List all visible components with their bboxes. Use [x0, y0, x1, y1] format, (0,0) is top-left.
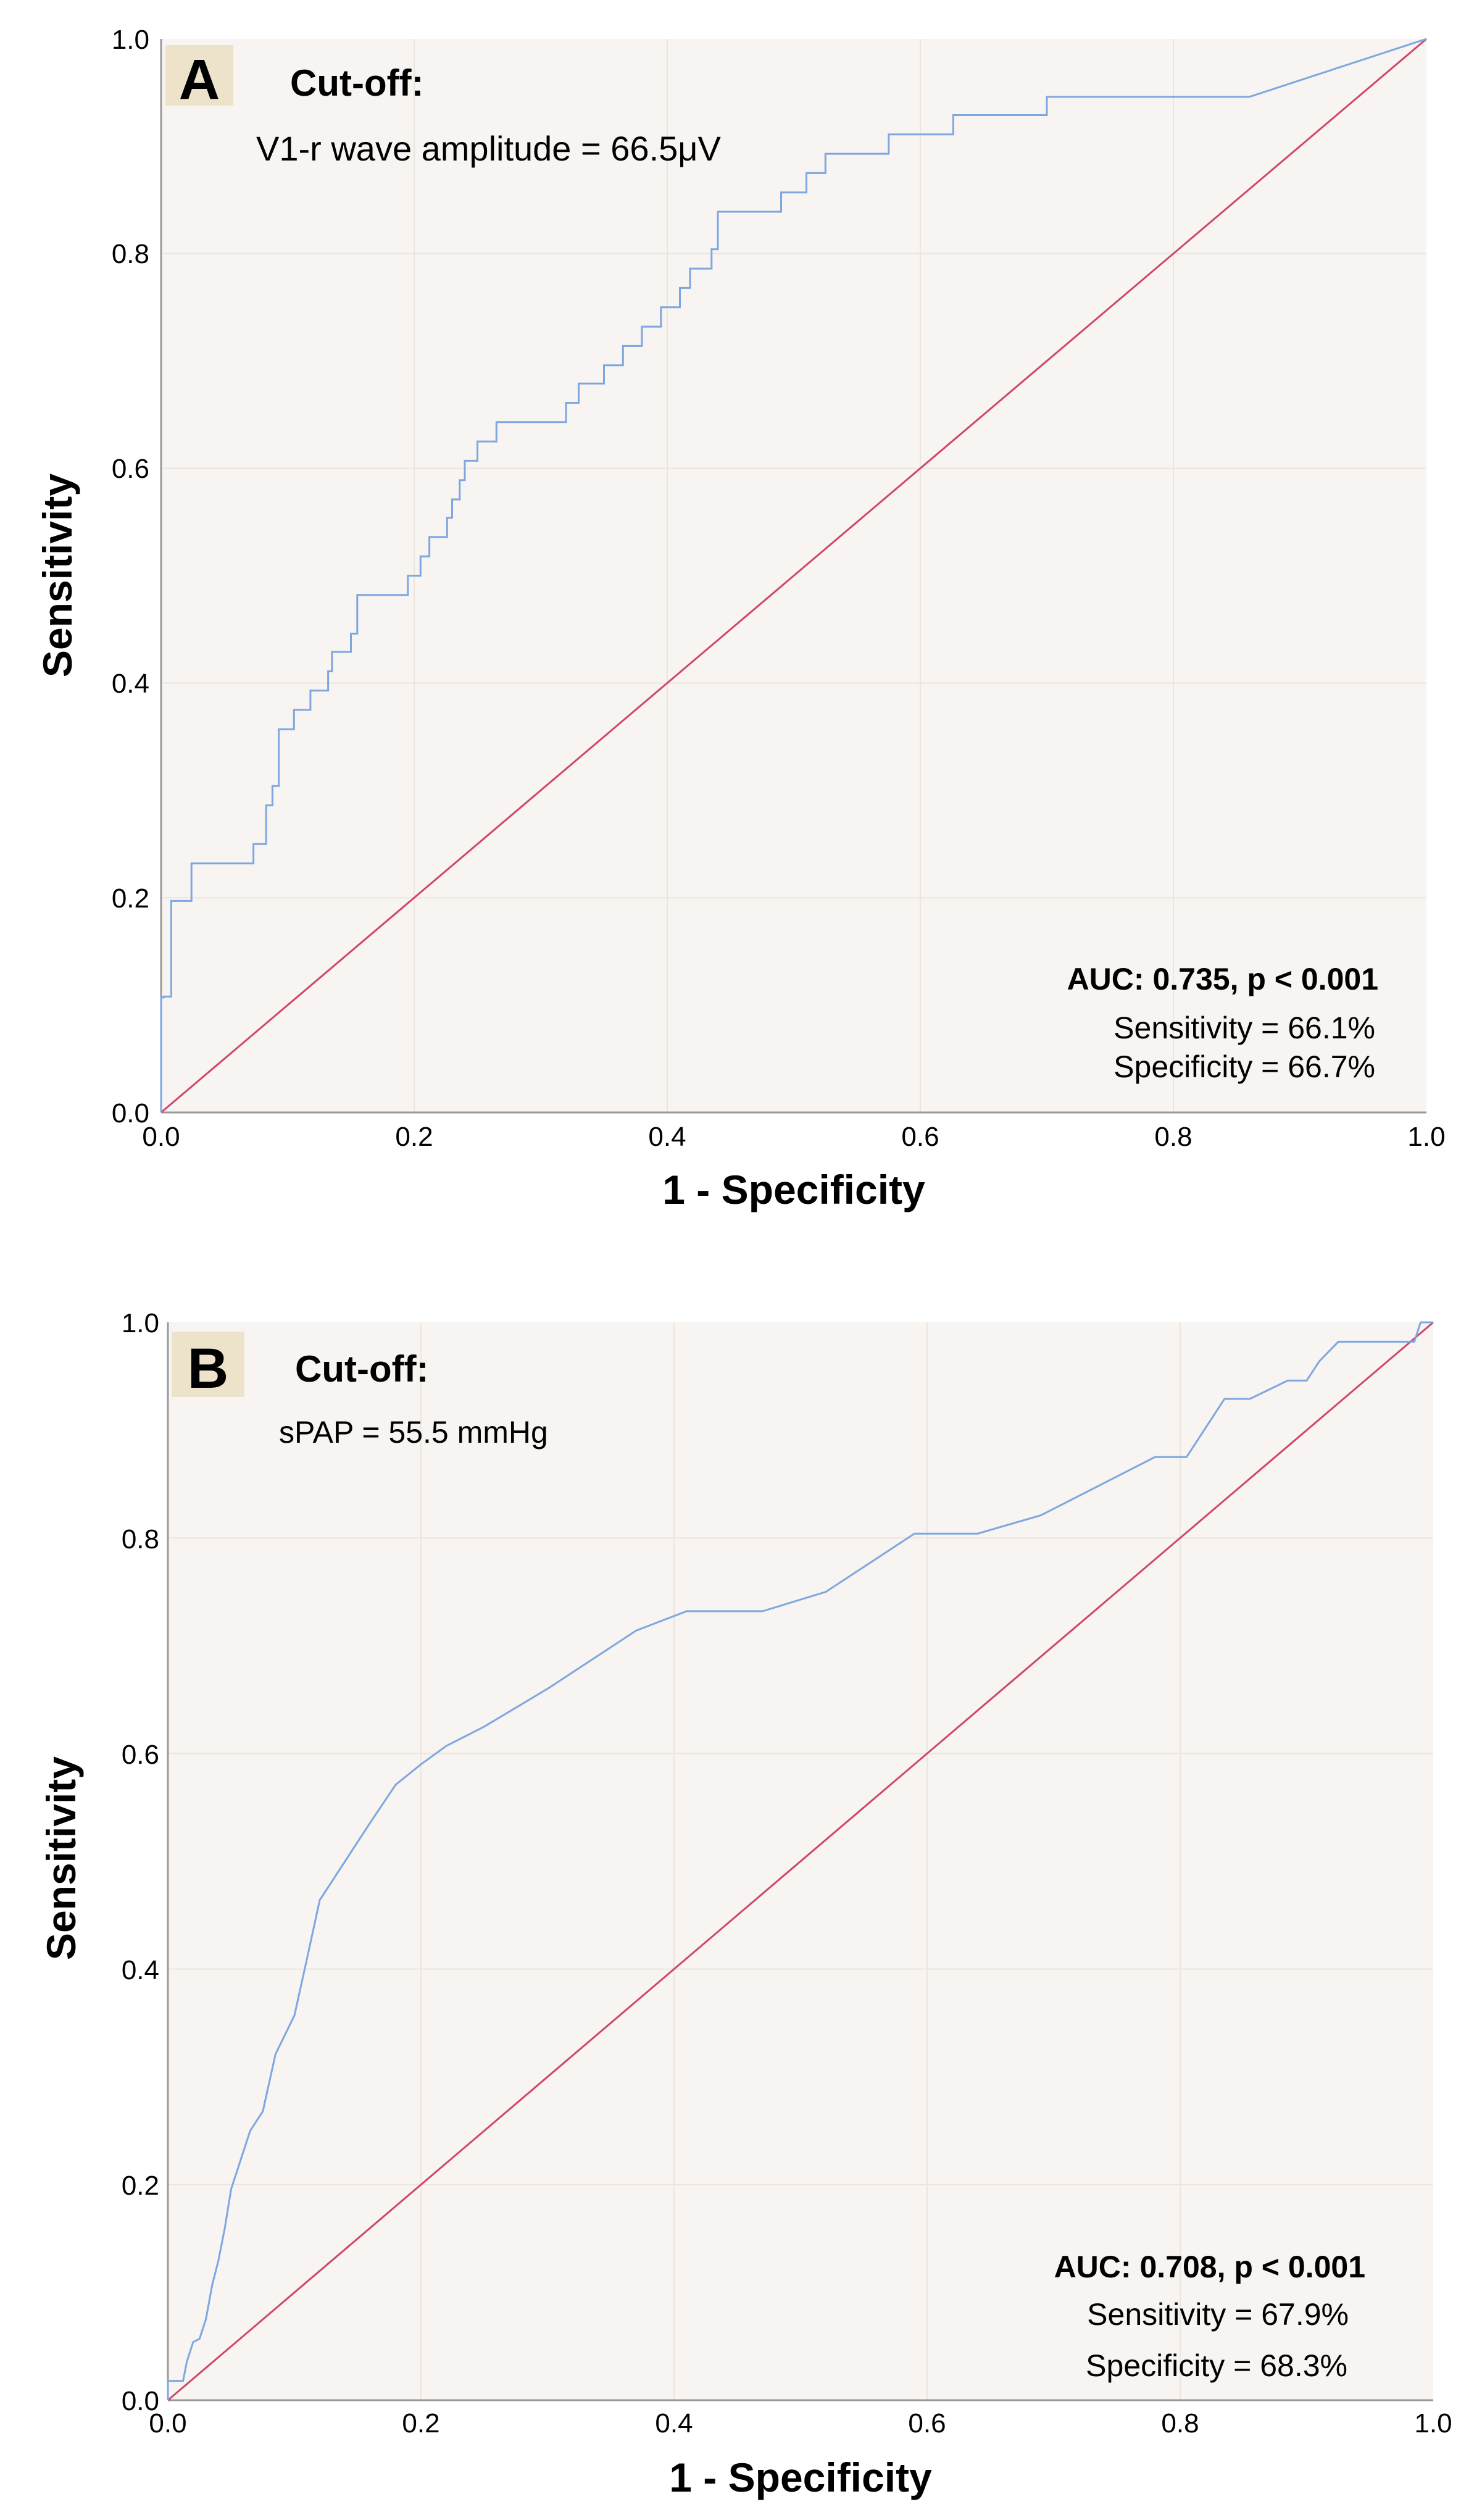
roc-curve-b [167, 1321, 1433, 2400]
cutoff-value-a: V1-r wave amplitude = 66.5μV [256, 129, 722, 168]
y-tick-label-a-5: 1.0 [112, 25, 149, 55]
panel-label-box-b [172, 1332, 244, 1397]
x-tick-label-b-2: 0.4 [655, 2408, 693, 2439]
panel-a: 0.0 0.2 0.4 0.6 0.8 1.0 0.0 0.2 0.4 0.6 … [35, 25, 1446, 1212]
specificity-text-b: Specificity = 68.3% [1086, 2348, 1347, 2383]
y-tick-label-b-4: 0.8 [122, 1524, 159, 1554]
y-tick-label-b-5: 1.0 [122, 1308, 159, 1338]
reference-line-a [160, 38, 1427, 1114]
y-tick-label-a-4: 0.8 [112, 239, 149, 269]
y-tick-label-b-0: 0.0 [122, 2386, 159, 2416]
x-tick-label-a-5: 1.0 [1407, 1122, 1445, 1152]
panel-label-b: B [188, 1337, 228, 1400]
x-tick-label-b-5: 1.0 [1414, 2408, 1452, 2439]
grid-b [168, 1322, 1433, 2400]
y-tick-label-b-1: 0.2 [122, 2171, 159, 2201]
cutoff-title-b: Cut-off: [295, 1348, 429, 1390]
x-tick-label-b-0: 0.0 [149, 2408, 186, 2439]
y-tick-label-a-1: 0.2 [112, 883, 149, 914]
x-tick-label-b-4: 0.8 [1161, 2408, 1199, 2439]
reference-line-b [167, 1321, 1434, 2401]
x-tick-label-a-2: 0.4 [648, 1122, 686, 1152]
specificity-text-a: Specificity = 66.7% [1114, 1049, 1375, 1084]
grid-a [161, 39, 1426, 1112]
auc-text-b: AUC: 0.708, p < 0.001 [1054, 2250, 1365, 2284]
y-axis-title-a: Sensitivity [35, 474, 80, 677]
roc-curve-a [160, 38, 1427, 1112]
cutoff-value-b: sPAP = 55.5 mmHg [279, 1415, 548, 1450]
y-tick-label-b-3: 0.6 [122, 1740, 159, 1770]
panel-label-box-a [165, 45, 233, 106]
x-tick-label-a-0: 0.0 [142, 1122, 180, 1152]
x-axis-title-a: 1 - Specificity [662, 1167, 925, 1212]
y-axis-title-b: Sensitivity [38, 1756, 84, 1960]
auc-text-a: AUC: 0.735, p < 0.001 [1067, 962, 1378, 996]
panel-b: 0.0 0.2 0.4 0.6 0.8 1.0 0.0 0.2 0.4 0.6 … [38, 1308, 1452, 2500]
x-tick-label-a-1: 0.2 [395, 1122, 433, 1152]
sensitivity-text-b: Sensitivity = 67.9% [1087, 2297, 1349, 2332]
y-tick-label-b-2: 0.4 [122, 1955, 159, 1985]
x-tick-label-b-1: 0.2 [402, 2408, 439, 2439]
y-tick-label-a-2: 0.4 [112, 669, 149, 699]
y-tick-label-a-0: 0.0 [112, 1098, 149, 1129]
x-axis-title-b: 1 - Specificity [669, 2455, 932, 2500]
x-tick-label-a-3: 0.6 [901, 1122, 939, 1152]
x-tick-label-b-3: 0.6 [908, 2408, 946, 2439]
cutoff-title-a: Cut-off: [290, 62, 424, 104]
panel-label-a: A [179, 48, 220, 111]
y-tick-label-a-3: 0.6 [112, 454, 149, 484]
sensitivity-text-a: Sensitivity = 66.1% [1114, 1011, 1375, 1045]
x-tick-label-a-4: 0.8 [1154, 1122, 1192, 1152]
